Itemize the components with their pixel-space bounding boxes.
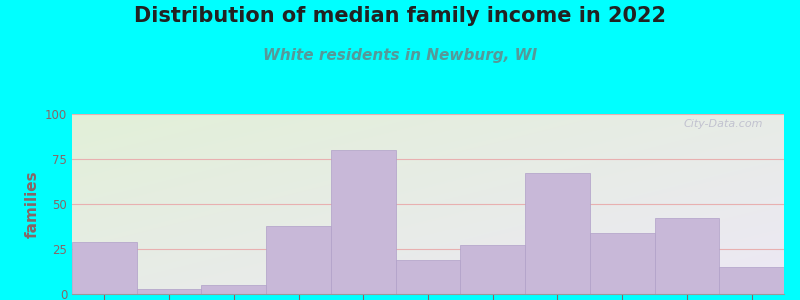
Text: Distribution of median family income in 2022: Distribution of median family income in … bbox=[134, 6, 666, 26]
Bar bbox=[266, 226, 331, 294]
Bar bbox=[137, 289, 202, 294]
Y-axis label: families: families bbox=[24, 170, 39, 238]
Bar bbox=[331, 150, 396, 294]
Text: City-Data.com: City-Data.com bbox=[683, 119, 762, 129]
Bar bbox=[590, 233, 654, 294]
Bar bbox=[654, 218, 719, 294]
Bar bbox=[72, 242, 137, 294]
Bar bbox=[460, 245, 525, 294]
Bar bbox=[719, 267, 784, 294]
Bar bbox=[202, 285, 266, 294]
Text: White residents in Newburg, WI: White residents in Newburg, WI bbox=[263, 48, 537, 63]
Bar bbox=[396, 260, 460, 294]
Bar bbox=[525, 173, 590, 294]
